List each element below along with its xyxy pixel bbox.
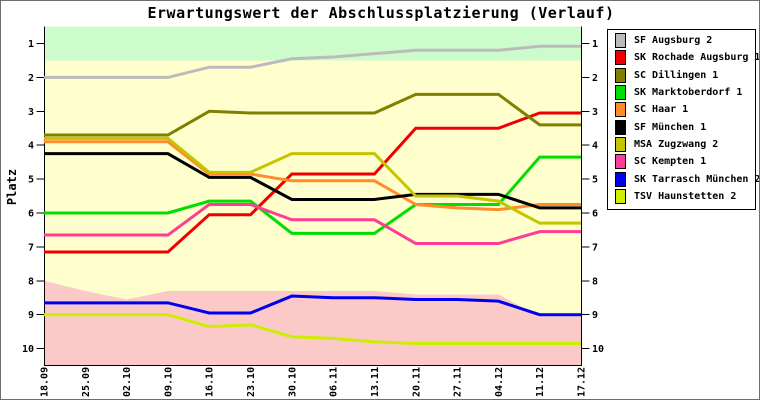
y-tick-label-left: 2: [28, 73, 34, 84]
y-tick-label-right: 10: [592, 344, 604, 355]
series-line-tsv-haunstetten-2: [44, 313, 581, 346]
x-tick-label: 02.10: [122, 367, 133, 397]
legend-swatch: [615, 136, 626, 152]
legend-item-label: SK Tarrasch München 2: [634, 173, 760, 185]
x-tick-label: 11.12: [535, 367, 546, 397]
legend-swatch: [615, 188, 626, 204]
legend-swatch: [615, 102, 626, 118]
band-promotion-zone: [44, 26, 581, 61]
y-tick-label-left: 7: [28, 242, 34, 253]
legend-swatch: [615, 154, 626, 170]
series-line-sc-kempten-1: [44, 203, 581, 246]
legend-swatch: [615, 67, 626, 83]
legend-swatch: [615, 50, 626, 66]
chart-legend: SF Augsburg 2 SK Rochade Augsburg 1 SC Dil…: [607, 29, 759, 210]
legend-item: SK Marktoberdorf 1: [608, 84, 755, 101]
y-tick-label-left: 3: [28, 107, 34, 118]
y-tick-label-left: 6: [28, 209, 34, 220]
series-line-msa-zugzwang-2: [44, 136, 581, 225]
y-tick-label-right: 3: [592, 107, 598, 118]
y-tick-label-left: 1: [28, 39, 34, 50]
legend-item: SF Augsburg 2: [608, 32, 755, 49]
legend-item: SK Tarrasch München 2: [608, 170, 759, 187]
legend-item-label: MSA Zugzwang 2: [634, 138, 719, 150]
chart-title: Erwartungswert der Abschlussplatzierung …: [147, 4, 615, 22]
x-tick-label: 06.11: [329, 367, 340, 397]
legend-swatch: [615, 171, 626, 187]
x-tick-label: 18.09: [40, 367, 51, 397]
legend-item-label: SC Kempten 1: [634, 156, 707, 168]
y-tick-label-right: 7: [592, 242, 598, 253]
y-tick-label-left: 10: [22, 344, 34, 355]
legend-item-label: SC Dillingen 1: [634, 69, 719, 81]
y-tick-label-right: 6: [592, 209, 598, 220]
legend-item-label: SK Marktoberdorf 1: [634, 87, 743, 99]
y-tick-label-left: 4: [28, 141, 34, 152]
legend-item-label: SF Augsburg 2: [634, 35, 713, 47]
y-tick-label-left: 9: [28, 310, 34, 321]
x-tick-label: 13.11: [370, 367, 381, 397]
x-tick-label: 23.10: [246, 367, 257, 397]
legend-item-label: SF München 1: [634, 121, 707, 133]
series-line-sc-haar-1: [44, 140, 581, 212]
legend-item: SK Rochade Augsburg 1: [608, 49, 759, 66]
series-line-sk-tarrasch-m-nchen-2: [44, 294, 581, 317]
y-tick-label-right: 5: [592, 175, 598, 186]
legend-item: SC Dillingen 1: [608, 67, 755, 84]
legend-swatch: [615, 33, 626, 49]
x-tick-label: 16.10: [205, 367, 216, 397]
x-tick-label: 27.11: [453, 367, 464, 397]
x-tick-label: 04.12: [494, 367, 505, 397]
y-tick-label-right: 8: [592, 276, 598, 287]
x-tick-label: 20.11: [411, 367, 422, 397]
y-tick-label-right: 4: [592, 141, 598, 152]
y-tick-label-right: 1: [592, 39, 598, 50]
legend-item: SC Kempten 1: [608, 153, 755, 170]
series-line-sk-rochade-augsburg-1: [44, 111, 581, 254]
legend-item: MSA Zugzwang 2: [608, 136, 755, 153]
legend-item-label: SK Rochade Augsburg 1: [634, 52, 760, 64]
series-line-sf-augsburg-2: [44, 44, 581, 79]
legend-item: SF München 1: [608, 118, 755, 135]
x-tick-label: 25.09: [81, 367, 92, 397]
legend-item: TSV Haunstetten 2: [608, 188, 755, 205]
legend-swatch: [615, 119, 626, 135]
legend-swatch: [615, 85, 626, 101]
legend-item-label: TSV Haunstetten 2: [634, 190, 737, 202]
y-tick-label-left: 8: [28, 276, 34, 287]
series-line-sk-marktoberdorf-1: [44, 155, 581, 235]
series-line-sc-dillingen-1: [44, 92, 581, 137]
x-tick-label: 17.12: [577, 367, 588, 397]
x-tick-label: 30.10: [287, 367, 298, 397]
x-tick-label: 09.10: [163, 367, 174, 397]
y-tick-label-right: 9: [592, 310, 598, 321]
series-line-sf-m-nchen-1: [44, 152, 581, 210]
y-tick-label-right: 2: [592, 73, 598, 84]
legend-item: SC Haar 1: [608, 101, 755, 118]
legend-item-label: SC Haar 1: [634, 104, 689, 116]
y-tick-label-left: 5: [28, 175, 34, 186]
